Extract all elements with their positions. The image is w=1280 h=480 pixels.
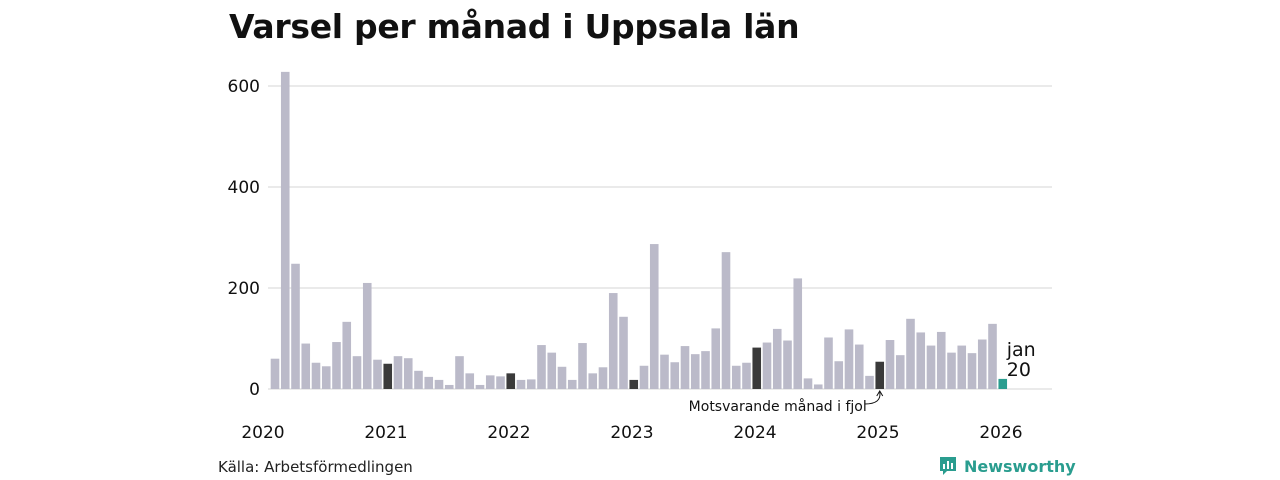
bar — [465, 373, 475, 389]
newsworthy-logo-icon — [940, 457, 956, 475]
bar — [485, 375, 495, 389]
bar — [834, 361, 844, 389]
annotation-arrow — [864, 391, 881, 405]
x-tick-label: 2022 — [487, 423, 530, 443]
bar — [670, 362, 680, 389]
bar — [444, 384, 454, 389]
bar — [567, 379, 577, 389]
bar — [280, 71, 290, 390]
bar — [578, 343, 587, 389]
bar — [803, 378, 813, 389]
bar — [711, 328, 721, 389]
bar — [516, 379, 526, 389]
x-tick-label: 2026 — [979, 423, 1022, 443]
bar — [475, 384, 485, 389]
x-tick-label: 2020 — [241, 423, 284, 443]
bar — [895, 355, 905, 389]
bar — [608, 293, 618, 389]
x-tick-label: 2021 — [364, 423, 407, 443]
bar — [824, 337, 833, 389]
bar — [936, 331, 946, 389]
bar — [844, 329, 854, 389]
bar — [875, 361, 885, 389]
bar — [998, 378, 1008, 389]
bar — [588, 373, 598, 389]
bar — [424, 376, 434, 389]
bar — [977, 339, 987, 389]
x-tick-label: 2025 — [856, 423, 899, 443]
y-tick-label: 0 — [249, 380, 260, 400]
bar — [967, 353, 977, 389]
x-tick-label: 2023 — [610, 423, 653, 443]
bar — [496, 376, 505, 389]
chart-title: Varsel per månad i Uppsala län — [229, 7, 800, 46]
bar — [301, 343, 311, 389]
bar — [414, 370, 423, 389]
bar — [598, 367, 608, 389]
bar — [793, 278, 803, 389]
bar — [947, 352, 956, 389]
labels: 0 200 400 600 2020 2021 2022 2023 2024 2025 2026 ja… — [228, 77, 1036, 443]
bar — [752, 347, 762, 389]
annotation-text: Motsvarande månad i fjol — [689, 398, 867, 415]
bar — [537, 345, 546, 389]
bar — [854, 344, 864, 389]
bar — [731, 365, 741, 389]
y-tick-label: 200 — [228, 279, 260, 299]
bar — [526, 379, 536, 389]
current-month-label: jan — [1006, 339, 1036, 361]
brand-name: Newsworthy — [964, 456, 1076, 476]
bar — [916, 332, 926, 389]
bar — [270, 358, 280, 389]
bar — [639, 365, 649, 389]
annotation-arrowhead — [876, 390, 884, 397]
bar — [455, 356, 464, 389]
bar — [742, 362, 751, 389]
bar — [373, 359, 382, 389]
bar — [557, 366, 567, 389]
bar — [906, 318, 915, 389]
bar — [680, 346, 690, 389]
bar — [332, 342, 341, 389]
bar — [403, 358, 413, 389]
bar — [434, 379, 444, 389]
bar — [660, 354, 669, 389]
bar — [649, 244, 659, 389]
bar — [362, 282, 372, 389]
bar — [321, 366, 331, 389]
bar — [506, 373, 516, 389]
bar — [865, 375, 874, 389]
bar — [311, 362, 321, 389]
bar — [957, 345, 967, 389]
y-tick-label: 400 — [228, 178, 260, 198]
bars — [270, 71, 1008, 390]
bar — [352, 356, 362, 389]
bar — [393, 356, 403, 389]
y-tick-label: 600 — [228, 77, 260, 97]
bar — [813, 384, 823, 389]
bar — [926, 345, 936, 389]
bar — [783, 340, 792, 389]
bar — [629, 379, 639, 389]
bar — [383, 363, 393, 389]
bar — [291, 263, 300, 389]
bar — [762, 342, 772, 389]
bar — [547, 352, 557, 389]
x-tick-label: 2024 — [733, 423, 776, 443]
source-text: Källa: Arbetsförmedlingen — [218, 458, 413, 476]
current-value-label: 20 — [1007, 359, 1031, 381]
bar — [342, 321, 352, 389]
bar — [772, 328, 782, 389]
bar — [988, 323, 997, 389]
bar — [619, 316, 628, 389]
grid-lines — [268, 85, 1052, 390]
bar — [885, 340, 895, 389]
brand: Newsworthy — [938, 455, 1076, 477]
bar — [701, 351, 710, 389]
bar — [690, 354, 700, 389]
bar — [721, 252, 731, 389]
